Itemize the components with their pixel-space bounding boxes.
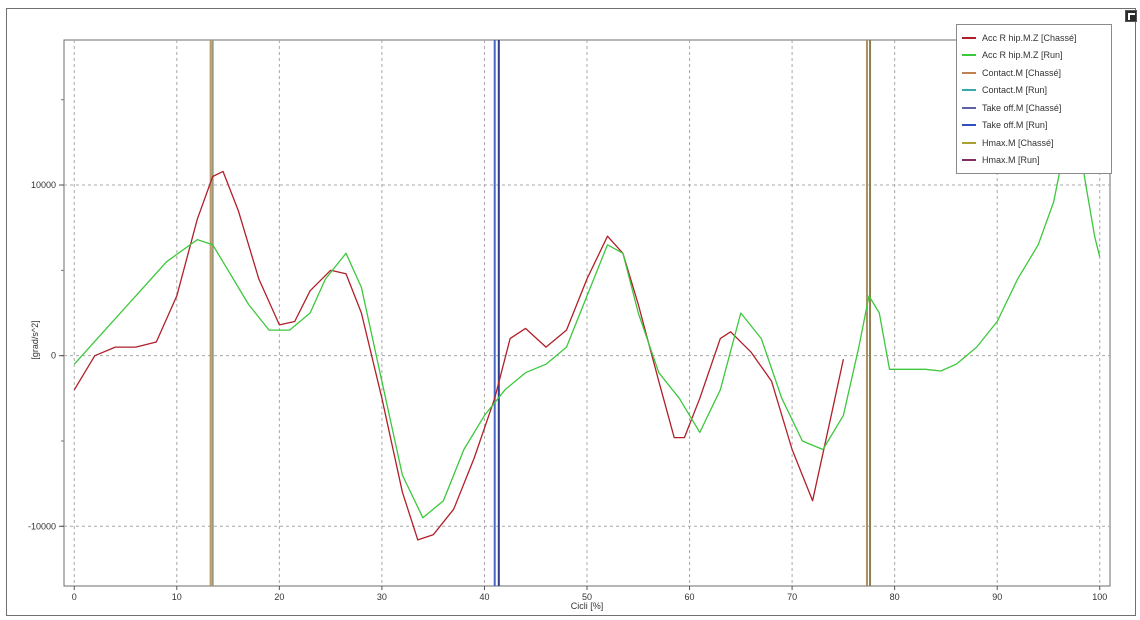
legend-swatch <box>962 71 976 74</box>
legend-label: Acc R hip.M.Z [Run] <box>982 50 1063 61</box>
series-lines <box>73 99 1101 541</box>
x-tick-label: 20 <box>274 592 284 602</box>
legend-item: Contact.M [Chassé] <box>962 64 1107 82</box>
x-axis-label: Cicli [%] <box>571 601 604 611</box>
expand-icon[interactable] <box>1125 10 1137 22</box>
x-tick-labels: 0 10 20 30 40 50 60 70 80 90 100 <box>72 592 1108 602</box>
x-tick-label: 50 <box>582 592 592 602</box>
x-tick-label: 10 <box>172 592 182 602</box>
y-tick-label: -10000 <box>28 521 56 531</box>
x-tick-label: 30 <box>377 592 387 602</box>
legend-item: Take off.M [Run] <box>962 117 1107 135</box>
legend-swatch <box>962 106 976 109</box>
legend-swatch <box>962 124 976 127</box>
legend-label: Contact.M [Chassé] <box>982 67 1062 78</box>
legend-label: Take off.M [Chassé] <box>982 102 1062 113</box>
legend-item: Acc R hip.M.Z [Run] <box>962 47 1107 65</box>
legend-label: Contact.M [Run] <box>982 85 1048 96</box>
legend-label: Take off.M [Run] <box>982 120 1048 131</box>
y-tick-label: 0 <box>51 351 56 361</box>
legend-item: Take off.M [Chassé] <box>962 99 1107 117</box>
legend-swatch <box>962 89 976 92</box>
legend-swatch <box>962 36 976 39</box>
legend-item: Acc R hip.M.Z [Chassé] <box>962 29 1107 47</box>
x-tick-label: 80 <box>890 592 900 602</box>
y-tick-labels: -10000 0 10000 <box>28 180 56 531</box>
plot-frame <box>6 8 1136 616</box>
legend-swatch <box>962 159 976 162</box>
legend-label: Hmax.M [Run] <box>982 155 1040 166</box>
legend-swatch <box>962 54 976 57</box>
x-tick-label: 40 <box>479 592 489 602</box>
legend: Acc R hip.M.Z [Chassé] Acc R hip.M.Z [Run… <box>956 24 1112 174</box>
y-axis-label: [grad/s^2] <box>30 320 40 359</box>
x-tick-label: 60 <box>685 592 695 602</box>
legend-item: Hmax.M [Chassé] <box>962 134 1107 152</box>
series-line <box>73 170 845 541</box>
x-tick-label: 70 <box>787 592 797 602</box>
x-tick-label: 90 <box>992 592 1002 602</box>
vertical-markers <box>209 40 872 586</box>
legend-label: Acc R hip.M.Z [Chassé] <box>982 32 1077 43</box>
legend-swatch <box>962 141 976 144</box>
legend-label: Hmax.M [Chassé] <box>982 137 1054 148</box>
x-tick-label: 0 <box>72 592 77 602</box>
x-tick-label: 100 <box>1092 592 1107 602</box>
legend-item: Hmax.M [Run] <box>962 152 1107 170</box>
series-line <box>73 99 1101 519</box>
legend-item: Contact.M [Run] <box>962 82 1107 100</box>
y-tick-label: 10000 <box>31 180 56 190</box>
